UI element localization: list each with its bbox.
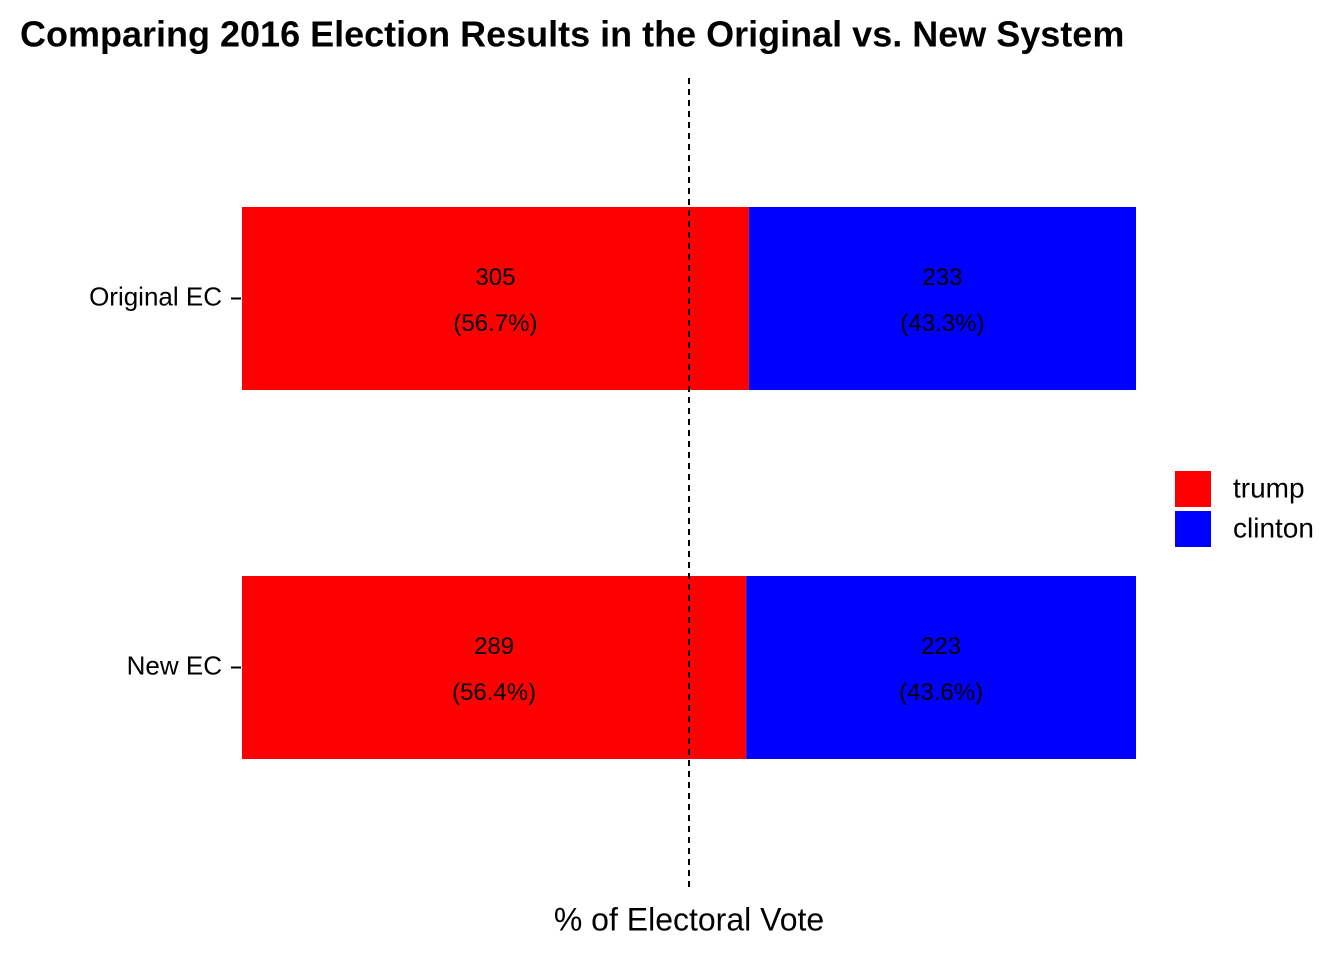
legend-label: trump — [1233, 472, 1305, 503]
chart-title: Comparing 2016 Election Results in the O… — [20, 14, 1124, 55]
legend-key — [1175, 511, 1211, 547]
x-axis-label: % of Electoral Vote — [554, 901, 824, 937]
bar-count-label: 289 — [474, 633, 514, 660]
bar-segment — [242, 576, 747, 759]
bar-value-label: (43.3%) — [900, 310, 984, 337]
bar-value-label: (56.7%) — [453, 310, 537, 337]
bar-count-label: 223 — [921, 633, 961, 660]
bar-segment — [746, 576, 1136, 759]
legend-key — [1175, 471, 1211, 507]
bar-value-label: (43.6%) — [899, 679, 983, 706]
legend-label: clinton — [1233, 512, 1314, 543]
bar-segment — [748, 207, 1136, 390]
bar-count-label: 305 — [475, 264, 515, 291]
bar-segment — [242, 207, 749, 390]
bar-value-label: (56.4%) — [452, 679, 536, 706]
y-tick-label: Original EC — [89, 281, 222, 311]
bar-count-label: 233 — [922, 264, 962, 291]
y-tick-label: New EC — [127, 650, 222, 680]
